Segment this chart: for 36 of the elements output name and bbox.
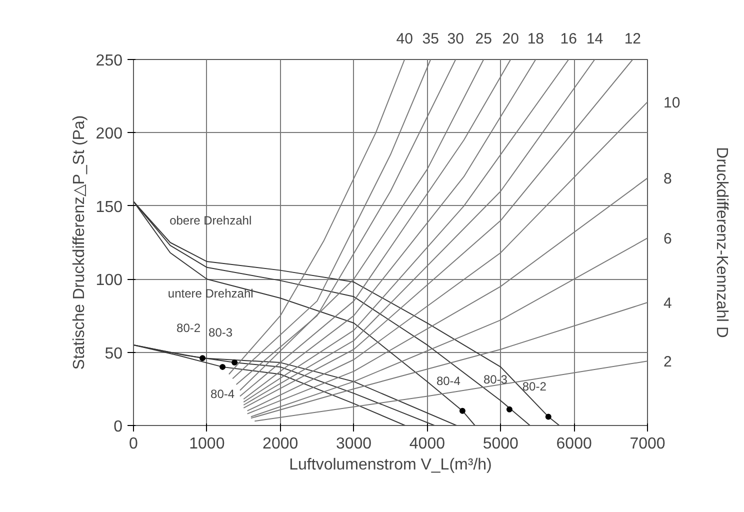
series-label: 18: [527, 30, 544, 48]
y-tick-label: 150: [96, 198, 123, 216]
series-label: 6: [664, 230, 672, 248]
series-label: 2: [664, 354, 672, 371]
series-label: 20: [502, 30, 519, 48]
series-label: 16: [560, 30, 577, 48]
annotation: 80-4: [210, 386, 235, 401]
x-tick-label: 1000: [189, 436, 225, 452]
series-label: 40: [396, 30, 413, 48]
y-axis-title: Statische Druckdifferenz△P_St (Pa): [70, 115, 88, 370]
y-tick-label: 100: [96, 272, 123, 290]
x-tick-label: 4000: [409, 436, 446, 452]
x-tick-label: 5000: [482, 436, 519, 452]
series-label: 30: [447, 30, 464, 48]
annotation: 80-2: [176, 321, 201, 336]
y2-axis-title: Druckdifferenz-Kennzahl D: [713, 147, 730, 338]
annotation: 80-4: [436, 374, 461, 388]
series-label: 8: [664, 170, 672, 188]
series-label: 10: [664, 94, 680, 112]
annotation: 80-3: [208, 326, 233, 340]
series-label: 14: [586, 30, 604, 48]
series-label: 4: [664, 295, 672, 312]
x-axis-title: Luftvolumenstrom V_L(m³/h): [289, 456, 492, 474]
x-tick-label: 2000: [262, 436, 298, 452]
series-label: 25: [475, 30, 492, 48]
x-tick-label: 7000: [630, 436, 666, 452]
x-tick-label: 0: [129, 436, 138, 452]
x-tick-label: 6000: [556, 436, 592, 452]
y-tick-label: 50: [104, 345, 123, 362]
series-label: 12: [624, 30, 642, 48]
y-tick-label: 200: [96, 126, 123, 143]
y-tick-label: 250: [96, 52, 123, 70]
x-tick-label: 3000: [336, 436, 372, 452]
series-label: 35: [422, 30, 439, 48]
annotation: 80-2: [522, 380, 547, 394]
y-tick-label: 0: [114, 418, 123, 436]
